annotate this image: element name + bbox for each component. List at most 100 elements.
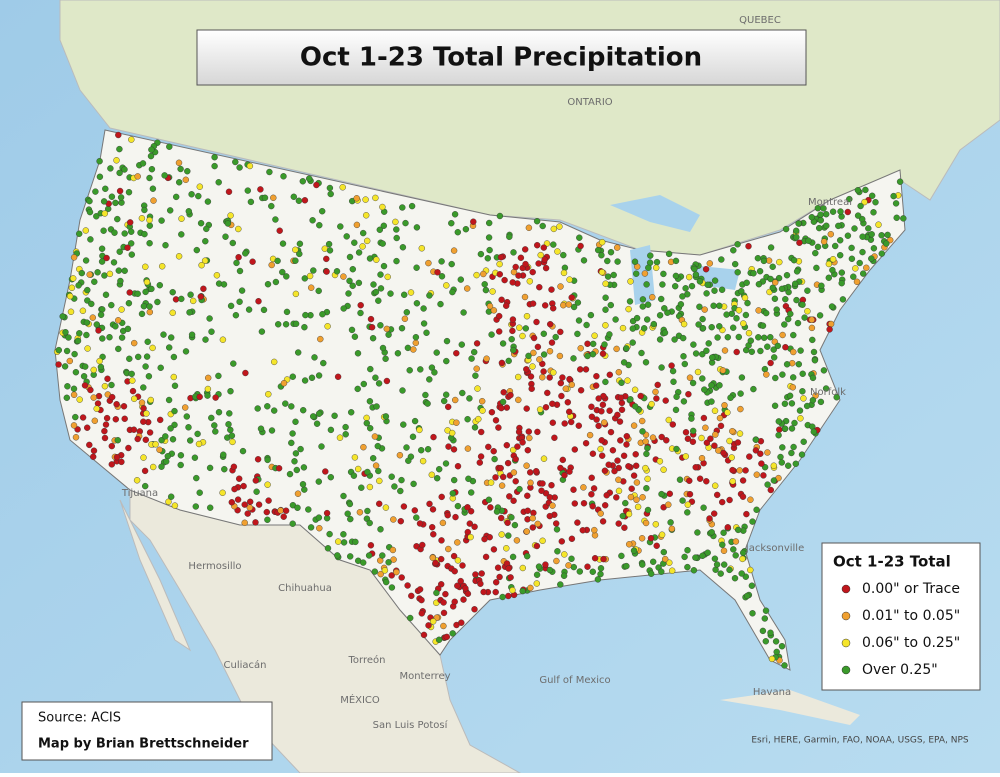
station-dot: [561, 472, 568, 479]
station-dot: [781, 662, 788, 669]
station-dot: [373, 256, 380, 263]
station-dot: [424, 400, 431, 407]
station-dot: [638, 535, 646, 542]
station-dot: [498, 359, 506, 367]
station-dot: [121, 267, 128, 274]
station-dot: [720, 529, 727, 536]
station-dot: [140, 454, 147, 461]
source: Source: ACIS: [38, 711, 121, 726]
station-dot: [254, 405, 261, 412]
station-dot: [568, 535, 576, 542]
station-dot: [188, 191, 195, 198]
station-dot: [589, 351, 597, 358]
station-dot: [358, 484, 365, 491]
station-dot: [124, 325, 132, 333]
station-dot: [632, 451, 639, 458]
station-dot: [529, 524, 536, 531]
station-dot: [340, 539, 348, 546]
station-dot: [759, 322, 767, 329]
station-dot: [599, 238, 606, 246]
station-dot: [393, 234, 400, 242]
station-dot: [68, 284, 76, 291]
station-dot: [588, 413, 596, 420]
station-dot: [639, 296, 647, 303]
station-dot: [377, 570, 384, 578]
station-dot: [711, 407, 719, 414]
station-dot: [225, 188, 233, 196]
station-dot: [167, 493, 175, 500]
station-dot: [454, 463, 462, 470]
station-dot: [499, 340, 507, 347]
station-dot: [292, 290, 300, 298]
station-dot: [510, 249, 517, 256]
station-dot: [536, 284, 543, 291]
station-dot: [479, 398, 486, 405]
station-dot: [442, 590, 449, 598]
station-dot: [538, 487, 545, 494]
station-dot: [121, 230, 128, 237]
station-dot: [418, 447, 425, 454]
station-dot: [490, 448, 497, 455]
station-dot: [451, 211, 459, 218]
station-dot: [719, 541, 726, 548]
station-dot: [140, 405, 147, 412]
station-dot: [161, 172, 168, 179]
station-dot: [577, 387, 585, 394]
station-dot: [630, 472, 638, 479]
station-dot: [202, 336, 209, 343]
station-dot: [721, 561, 728, 568]
station-dot: [472, 372, 479, 379]
station-dot: [571, 500, 578, 507]
station-dot: [98, 245, 106, 252]
station-dot: [589, 503, 596, 510]
station-dot: [690, 341, 697, 348]
station-dot: [142, 436, 150, 443]
station-dot: [258, 328, 266, 335]
station-dot: [294, 490, 302, 497]
station-dot: [541, 256, 548, 263]
place-label: Culiacán: [224, 659, 267, 671]
station-dot: [110, 259, 118, 266]
station-dot: [522, 260, 529, 268]
station-dot: [473, 365, 480, 372]
station-dot: [147, 396, 155, 404]
station-dot: [143, 278, 151, 286]
station-dot: [282, 507, 290, 514]
station-dot: [228, 499, 236, 506]
station-dot: [201, 257, 209, 264]
station-dot: [515, 272, 522, 279]
station-dot: [227, 212, 234, 219]
station-dot: [735, 307, 743, 314]
station-dot: [688, 282, 696, 290]
station-dot: [417, 366, 424, 373]
station-dot: [524, 492, 531, 499]
station-dot: [514, 443, 521, 450]
place-label: Tijuana: [121, 488, 158, 499]
station-dot: [108, 193, 116, 200]
station-dot: [96, 173, 104, 181]
source-box: [21, 701, 273, 761]
station-dot: [552, 333, 559, 341]
station-dot: [431, 369, 438, 376]
station-dot: [653, 542, 660, 549]
station-dot: [340, 531, 347, 538]
station-dot: [606, 331, 613, 338]
station-dot: [403, 444, 410, 451]
station-dot: [193, 246, 201, 254]
station-dot: [768, 655, 776, 663]
station-dot: [686, 273, 693, 281]
station-dot: [412, 339, 419, 347]
station-dot: [275, 465, 283, 472]
station-dot: [487, 479, 495, 486]
station-dot: [503, 404, 510, 411]
station-dot: [315, 514, 323, 521]
station-dot: [460, 309, 467, 316]
station-dot: [478, 570, 485, 577]
station-dot: [582, 366, 590, 373]
station-dot: [498, 531, 505, 538]
station-dot: [87, 236, 94, 243]
station-dot: [706, 515, 713, 522]
station-dot: [500, 473, 507, 481]
station-dot: [167, 425, 174, 432]
station-dot: [498, 404, 505, 412]
